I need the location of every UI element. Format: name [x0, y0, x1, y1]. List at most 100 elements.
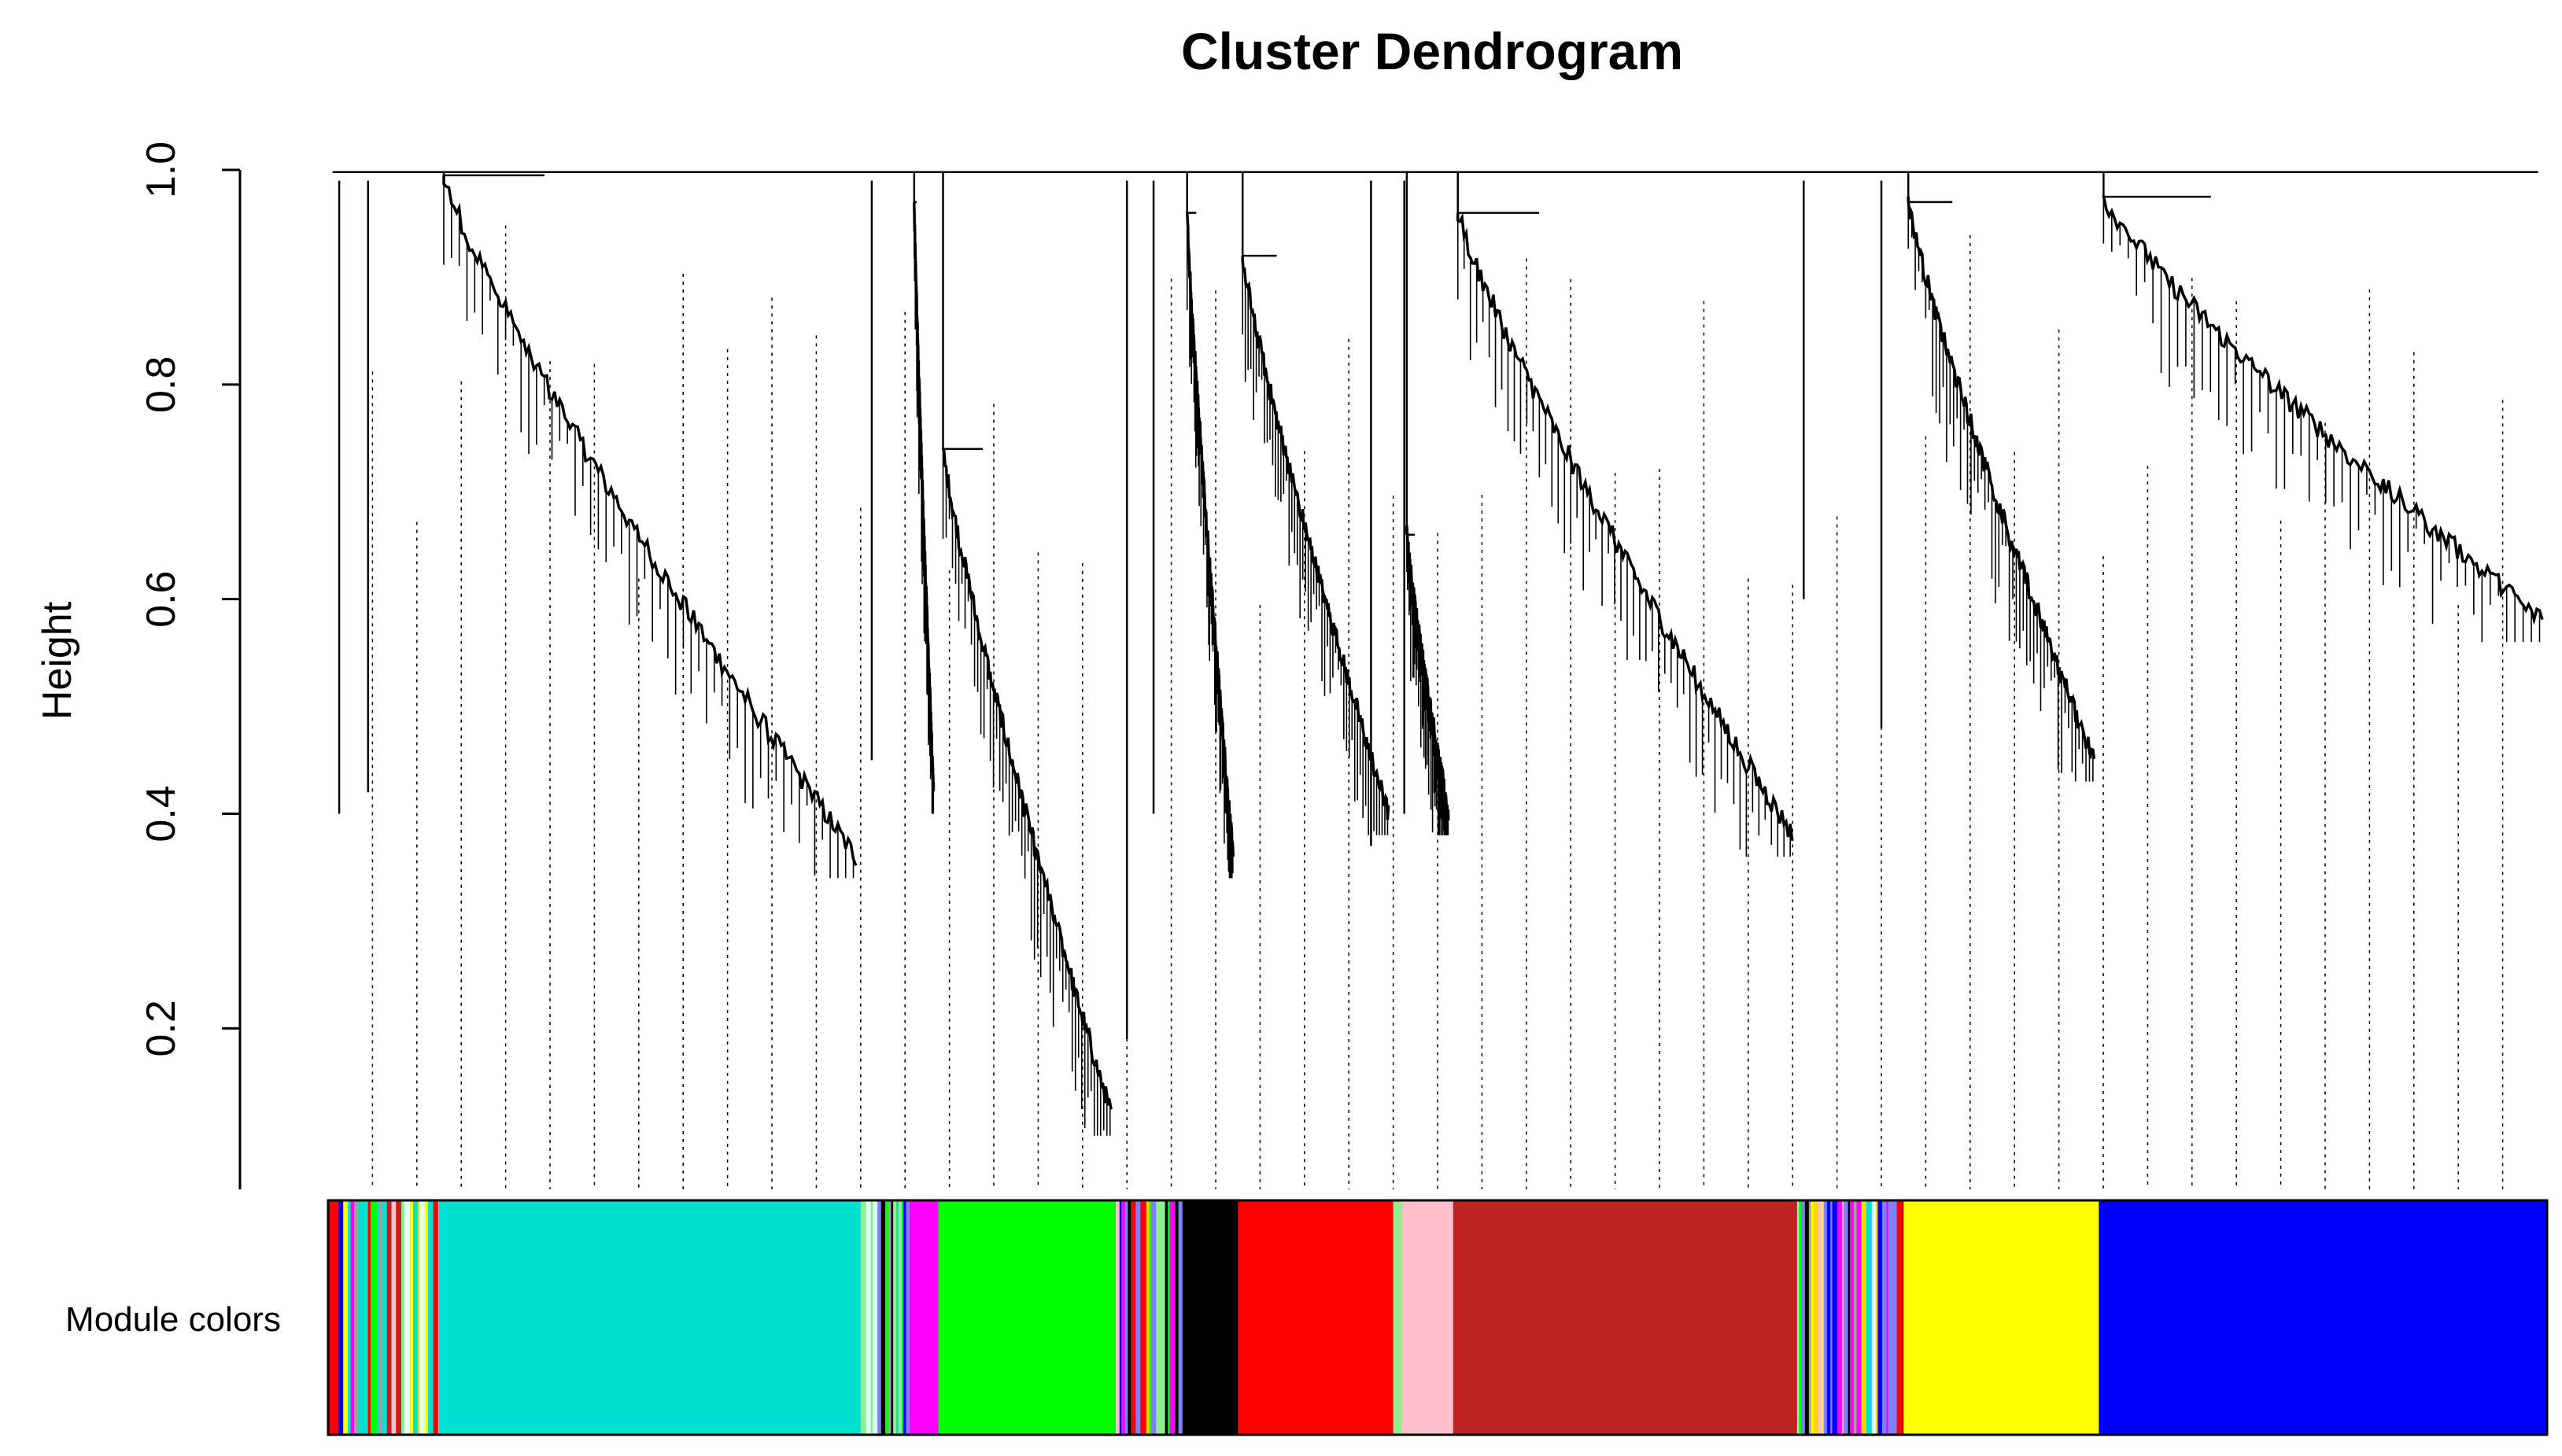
module-color-stripe — [1144, 1200, 1147, 1435]
module-color-stripe — [1156, 1200, 1161, 1435]
module-color-stripe — [901, 1200, 904, 1435]
module-color-stripe — [1903, 1200, 1904, 1435]
dendrogram-cluster-branch — [913, 171, 936, 814]
module-color-stripe — [423, 1200, 426, 1435]
module-color-stripe — [328, 1200, 333, 1435]
module-color-stripe — [1886, 1200, 1889, 1435]
dendrogram-cluster-branch — [1241, 171, 1390, 835]
module-color-stripe — [1830, 1200, 1833, 1435]
module-color-stripe — [880, 1200, 886, 1435]
module-color-stripe — [1900, 1200, 1904, 1435]
module-color-stripe — [1877, 1200, 1883, 1435]
module-color-segment — [938, 1200, 1117, 1435]
module-color-stripe — [1397, 1200, 1403, 1435]
module-color-stripe — [413, 1200, 419, 1435]
module-color-stripe — [1837, 1200, 1843, 1435]
module-color-stripe — [1169, 1200, 1176, 1435]
module-color-stripe — [1149, 1200, 1152, 1435]
module-color-stripe — [337, 1200, 339, 1435]
module-color-stripe — [1804, 1200, 1810, 1435]
module-color-stripe — [1823, 1200, 1828, 1435]
module-color-stripe — [365, 1200, 369, 1435]
y-tick-label: 0.4 — [138, 785, 184, 842]
module-color-stripe — [1841, 1200, 1844, 1435]
module-color-stripe — [884, 1200, 889, 1435]
module-color-stripe — [370, 1200, 373, 1435]
chart-title: Cluster Dendrogram — [1181, 22, 1683, 80]
module-color-stripe — [1818, 1200, 1822, 1435]
module-color-segment — [909, 1200, 939, 1435]
module-color-stripe — [404, 1200, 411, 1435]
module-color-stripe — [896, 1200, 899, 1435]
module-color-stripe — [1848, 1200, 1851, 1435]
module-color-stripe — [888, 1200, 892, 1435]
dendrogram-cluster-branch — [2102, 171, 2544, 643]
module-color-stripe — [866, 1200, 871, 1435]
module-color-stripe — [1822, 1200, 1825, 1435]
module-color-stripe — [386, 1200, 393, 1435]
module-color-stripe — [360, 1200, 367, 1435]
module-color-stripe — [1832, 1200, 1838, 1435]
module-color-stripe — [1119, 1200, 1122, 1435]
module-color-stripe — [417, 1200, 420, 1435]
module-color-stripe — [379, 1200, 382, 1435]
module-color-stripe — [1132, 1200, 1136, 1435]
module-color-stripe — [1146, 1200, 1150, 1435]
module-color-stripe — [893, 1200, 897, 1435]
module-color-stripe — [903, 1200, 906, 1435]
module-color-segment — [439, 1200, 862, 1435]
module-color-stripe — [1160, 1200, 1166, 1435]
y-tick-label: 0.6 — [138, 571, 184, 628]
y-tick-label: 0.8 — [138, 356, 184, 413]
module-color-stripe — [433, 1200, 439, 1435]
module-color-stripe — [1128, 1200, 1131, 1435]
y-tick-label: 0.2 — [138, 1000, 184, 1056]
module-color-segment — [1401, 1200, 1454, 1435]
module-color-stripe — [1875, 1200, 1878, 1435]
module-color-stripe — [1892, 1200, 1898, 1435]
module-color-stripe — [1393, 1200, 1398, 1435]
module-color-stripe — [382, 1200, 388, 1435]
module-color-stripe — [1856, 1200, 1862, 1435]
module-color-stripe — [367, 1200, 371, 1435]
module-color-stripe — [398, 1200, 402, 1435]
module-color-bar-border — [327, 1199, 2549, 1436]
y-axis-label: Height — [35, 601, 80, 720]
module-color-stripe — [343, 1200, 349, 1435]
module-color-stripe — [419, 1200, 424, 1435]
module-color-stripe — [1116, 1200, 1120, 1435]
module-colors-label: Module colors — [65, 1300, 281, 1339]
y-tick-label: 1.0 — [138, 142, 184, 198]
module-color-stripe — [1813, 1200, 1818, 1435]
module-color-stripe — [1843, 1200, 1849, 1435]
module-color-stripe — [1826, 1200, 1831, 1435]
module-color-stripe — [1869, 1200, 1873, 1435]
module-color-stripe — [1178, 1200, 1183, 1435]
dendrogram-branches — [332, 171, 2544, 1136]
dendrogram-cluster-branch — [442, 171, 858, 879]
module-color-segment — [1182, 1200, 1239, 1435]
module-color-stripe — [1165, 1200, 1168, 1435]
module-color-stripe — [427, 1200, 434, 1435]
module-color-stripe — [1888, 1200, 1892, 1435]
module-color-stripe — [1896, 1200, 1901, 1435]
dendrogram-cluster-branch — [1405, 171, 1450, 835]
module-color-stripe — [1861, 1200, 1867, 1435]
module-color-segment — [1453, 1200, 1798, 1435]
module-color-stripe — [1866, 1200, 1870, 1435]
y-axis-ticks: 0.2 0.4 0.6 0.8 1.0 — [138, 142, 240, 1057]
module-color-stripe — [331, 1200, 336, 1435]
module-color-stripe — [1799, 1200, 1802, 1435]
module-color-stripe — [437, 1200, 440, 1435]
module-color-stripe — [1811, 1200, 1814, 1435]
module-color-stripe — [898, 1200, 903, 1435]
module-color-stripe — [401, 1200, 405, 1435]
module-color-stripe — [372, 1200, 378, 1435]
module-color-stripe — [354, 1200, 359, 1435]
module-color-stripe — [870, 1200, 873, 1435]
module-color-stripe — [906, 1200, 910, 1435]
module-color-segment — [2099, 1200, 2548, 1435]
module-color-stripe — [334, 1200, 338, 1435]
module-color-stripe — [425, 1200, 429, 1435]
dendrogram-cluster-branch — [1456, 171, 1794, 857]
